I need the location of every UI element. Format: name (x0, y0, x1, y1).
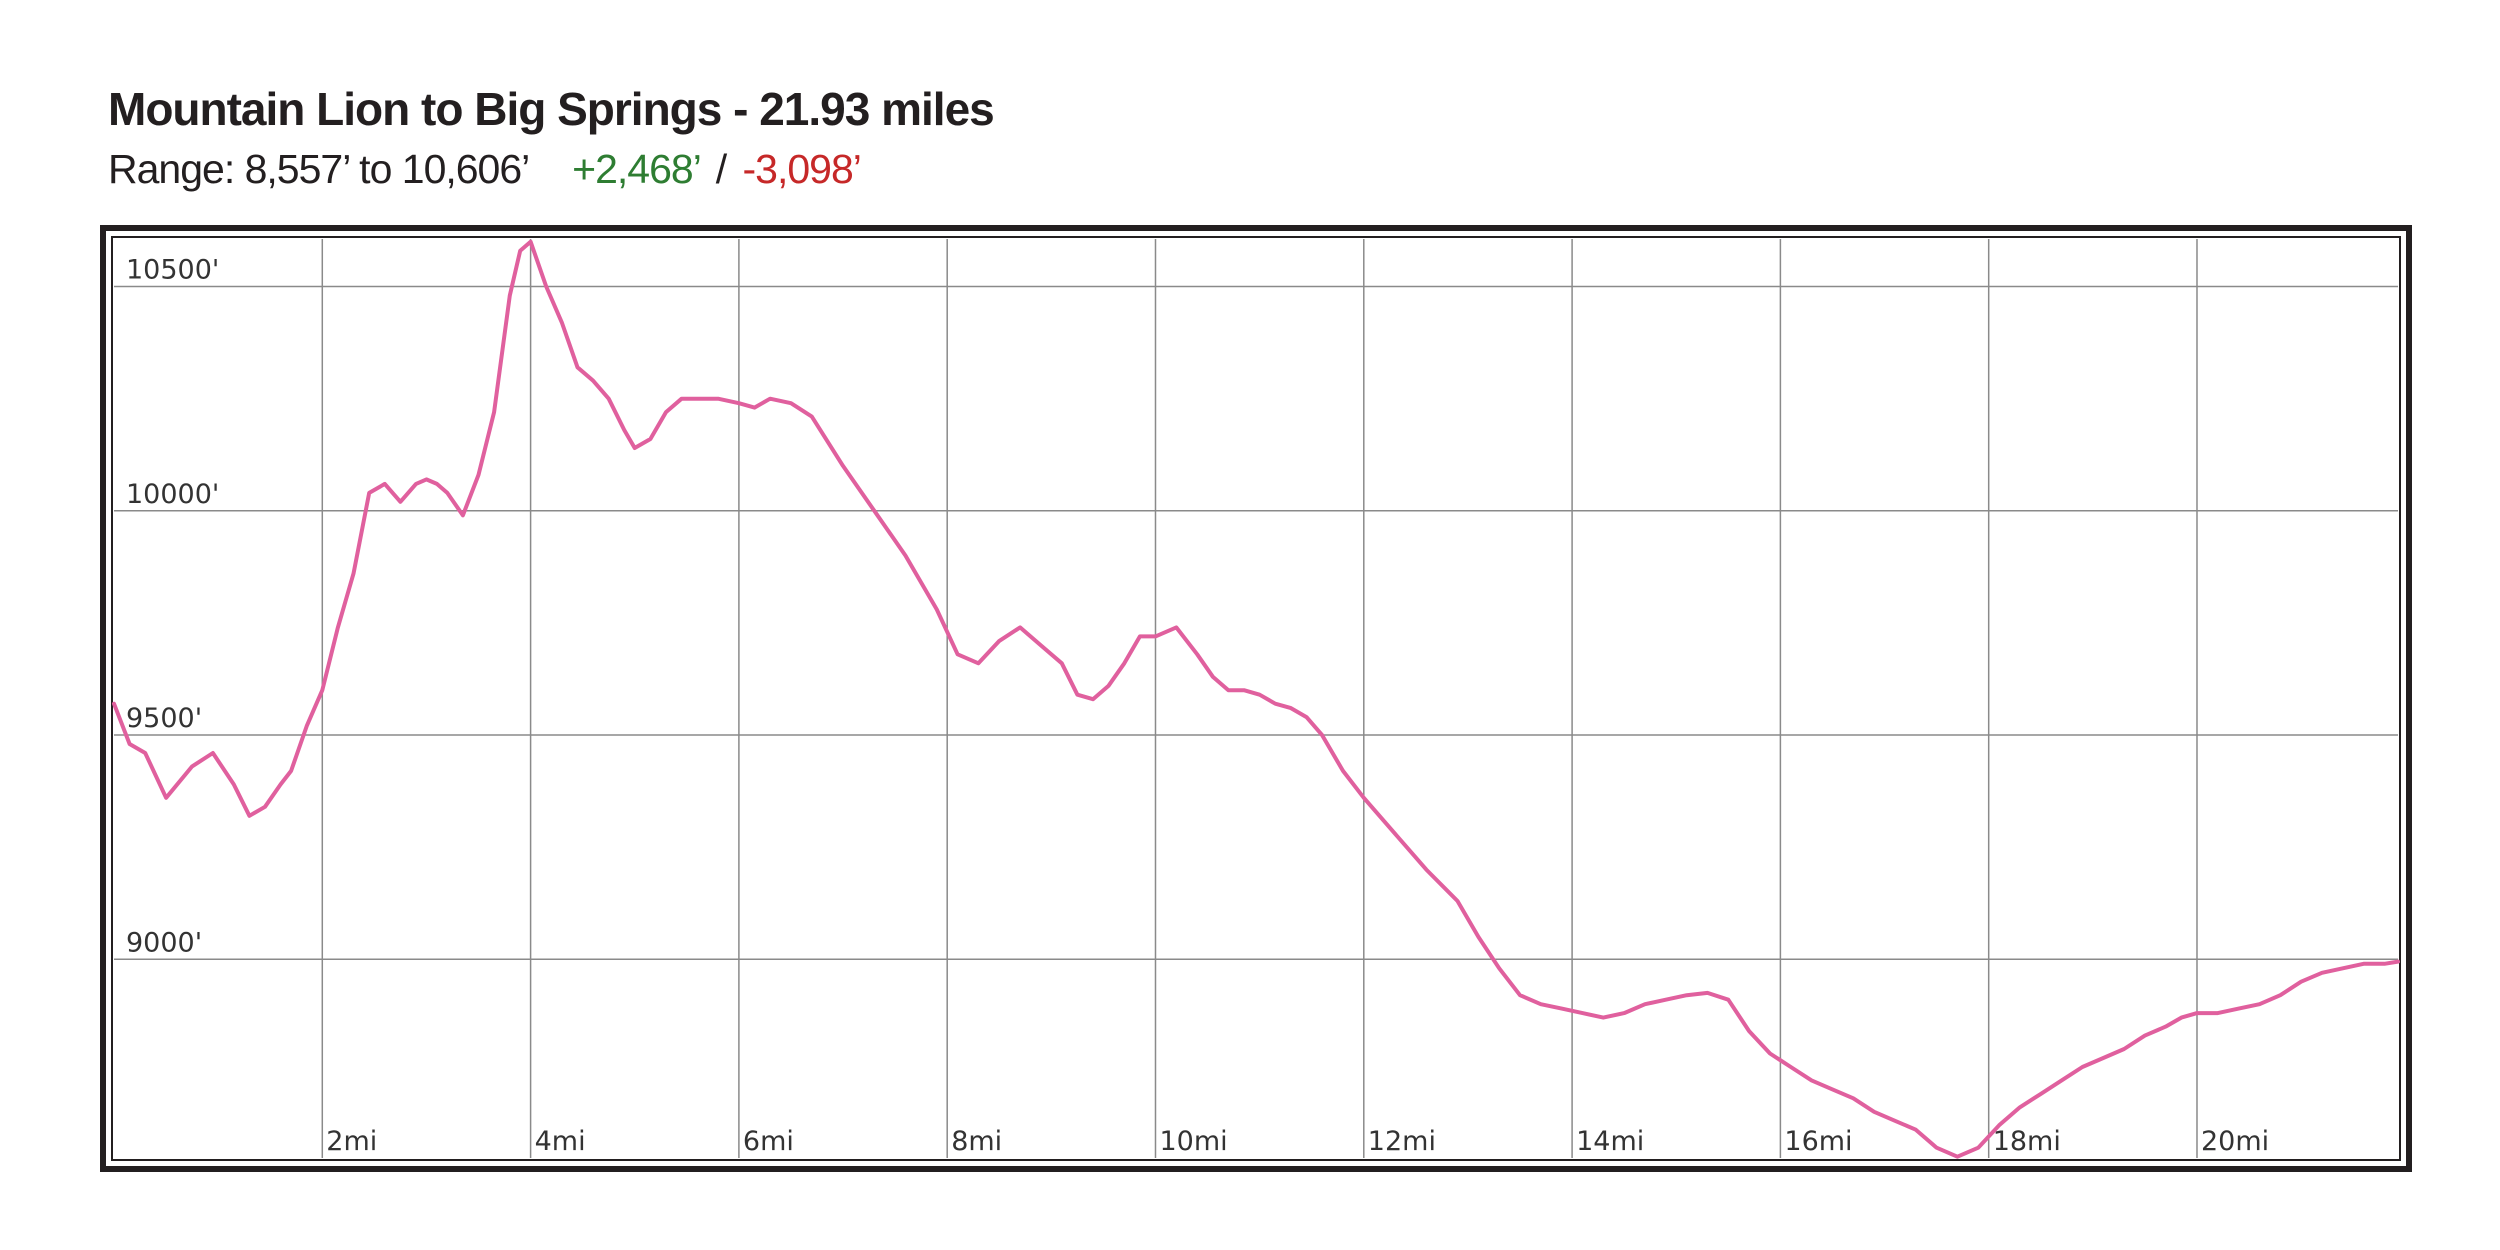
x-tick-label: 4mi (535, 1126, 586, 1157)
elevation-chart: 9000' 9500' 10000' 10500' 2mi 4mi 6mi 8mi 10mi 1… (111, 236, 2401, 1161)
plot-area (111, 236, 2401, 1161)
x-tick-label: 6mi (743, 1126, 794, 1157)
x-tick-label: 10mi (1159, 1126, 1227, 1157)
chart-title: Mountain Lion to Big Springs - 21.93 mil… (108, 83, 995, 135)
x-axis-tick-labels: 2mi 4mi 6mi 8mi 10mi 12mi 14mi 16mi 18mi 20mi (326, 1126, 2269, 1157)
elevation-chart-frame: 9000' 9500' 10000' 10500' 2mi 4mi 6mi 8mi 10mi 1… (100, 225, 2412, 1172)
elevation-gain: +2,468’ (572, 146, 700, 192)
elevation-loss: -3,098’ (742, 146, 862, 192)
x-tick-label: 18mi (1993, 1126, 2061, 1157)
y-tick-label: 10000' (126, 479, 219, 510)
grid-lines (114, 239, 2398, 1158)
elevation-summary: Range: 8,557’ to 10,606’ +2,468’ / -3,09… (108, 146, 862, 193)
y-tick-label: 9500' (126, 703, 202, 734)
x-tick-label: 12mi (1368, 1126, 1436, 1157)
y-tick-label: 9000' (126, 927, 202, 958)
elevation-range: Range: 8,557’ to 10,606’ (108, 146, 529, 192)
x-tick-label: 8mi (951, 1126, 1002, 1157)
gain-loss-separator: / (715, 146, 727, 192)
x-tick-label: 2mi (326, 1126, 377, 1157)
y-tick-label: 10500' (126, 255, 219, 286)
x-tick-label: 14mi (1576, 1126, 1644, 1157)
x-tick-label: 20mi (2201, 1126, 2269, 1157)
y-axis-tick-labels: 9000' 9500' 10000' 10500' (126, 255, 219, 959)
x-tick-label: 16mi (1784, 1126, 1852, 1157)
elevation-profile-line (112, 239, 2400, 1159)
